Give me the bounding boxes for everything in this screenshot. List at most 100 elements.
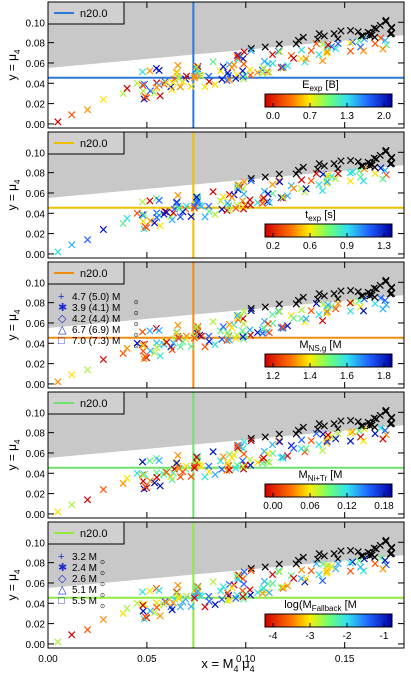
data-point (315, 50, 323, 59)
data-point (119, 89, 127, 98)
data-point (139, 347, 147, 355)
solar-mass-symbol: ⊙ (100, 560, 105, 566)
data-point (334, 559, 342, 568)
colorbar-label: log(MFallback [M (284, 599, 357, 613)
marker-legend-label: 7.0 (7.3) M (72, 336, 120, 347)
data-point (153, 343, 161, 351)
plot-frame (47, 521, 405, 649)
data-point (379, 435, 387, 443)
data-point (146, 327, 154, 335)
data-point (83, 236, 92, 244)
marker-legend-label: 6.7 (6.9) M (72, 325, 120, 336)
marker-legend-label: 4.2 (4.4) M (72, 314, 120, 325)
data-point (346, 26, 355, 35)
data-point (290, 54, 298, 62)
data-point (239, 457, 247, 465)
data-point (371, 553, 379, 561)
data-point (292, 560, 300, 568)
data-point (324, 563, 332, 571)
data-point (277, 584, 285, 592)
data-point (382, 408, 390, 416)
colorbar-tick-label: 0.06 (300, 501, 320, 512)
data-point (174, 191, 182, 200)
data-point (139, 211, 147, 219)
colorbar-tick-label: -2 (343, 631, 352, 642)
data-point (99, 355, 108, 364)
colorbar-tick-label: 1.4 (303, 371, 317, 382)
data-point (260, 577, 269, 586)
data-point (334, 299, 342, 308)
data-point (173, 199, 181, 207)
data-point (318, 187, 327, 195)
marker-legend-label: 4.7 (5.0) M (72, 292, 120, 303)
data-point (123, 474, 131, 482)
data-point (133, 599, 141, 607)
data-point (376, 281, 384, 289)
data-point (366, 552, 374, 560)
data-point (139, 341, 147, 349)
data-point (366, 32, 374, 40)
data-point (332, 435, 340, 443)
data-point (193, 69, 201, 77)
data-point (348, 428, 357, 436)
data-point (240, 308, 248, 316)
legend-label: n20.0 (80, 138, 108, 150)
data-point (370, 284, 378, 292)
solar-mass-symbol: ⊙ (134, 322, 139, 328)
data-point (376, 411, 384, 419)
data-point (174, 334, 183, 342)
data-point (275, 40, 283, 48)
data-point (123, 84, 131, 92)
data-point (235, 311, 243, 319)
data-point (366, 292, 374, 300)
data-point (261, 303, 269, 311)
data-point (123, 344, 131, 352)
data-point (268, 310, 277, 319)
data-point (232, 594, 240, 602)
data-point (259, 64, 268, 72)
data-point (146, 87, 155, 95)
data-point (268, 50, 277, 59)
data-point (312, 299, 321, 308)
data-point (192, 193, 201, 201)
legend-box (47, 391, 125, 415)
legend-box (47, 521, 125, 545)
data-point (139, 607, 147, 615)
data-point (376, 541, 384, 549)
data-point (307, 177, 315, 185)
data-point (239, 197, 247, 205)
data-point (225, 336, 234, 344)
y-tick-label: 0.10 (26, 18, 46, 29)
data-point (348, 558, 357, 566)
data-point (155, 66, 163, 75)
data-point (192, 583, 201, 591)
data-point (276, 307, 284, 316)
colorbar-tick-label: 1.2 (266, 371, 280, 382)
data-point (315, 570, 323, 579)
data-point (298, 46, 306, 54)
data-point (324, 561, 332, 569)
data-point (356, 303, 365, 311)
data-point (228, 193, 236, 202)
data-point (276, 437, 284, 446)
data-point (298, 436, 306, 444)
data-point (370, 544, 378, 552)
panel-5: 0.00 0.02 0.04 0.06 0.08 0.10 y = μ4 n20.0 + 3.2 … (5, 521, 405, 665)
data-point (240, 438, 248, 446)
data-point (354, 158, 362, 166)
data-point (225, 596, 234, 604)
data-point (312, 429, 321, 438)
data-point (346, 437, 355, 445)
data-point (259, 454, 268, 462)
data-point (247, 567, 255, 575)
data-point (233, 311, 241, 320)
data-point (299, 553, 307, 561)
data-point (119, 219, 127, 228)
data-point (209, 318, 217, 326)
x-tick-label: 0.00 (38, 654, 58, 665)
data-point (357, 552, 365, 560)
data-point (163, 338, 171, 346)
data-point (320, 552, 328, 560)
solar-mass-symbol: ⊙ (100, 593, 105, 599)
marker-legend-label: 5.1 M (72, 585, 97, 596)
